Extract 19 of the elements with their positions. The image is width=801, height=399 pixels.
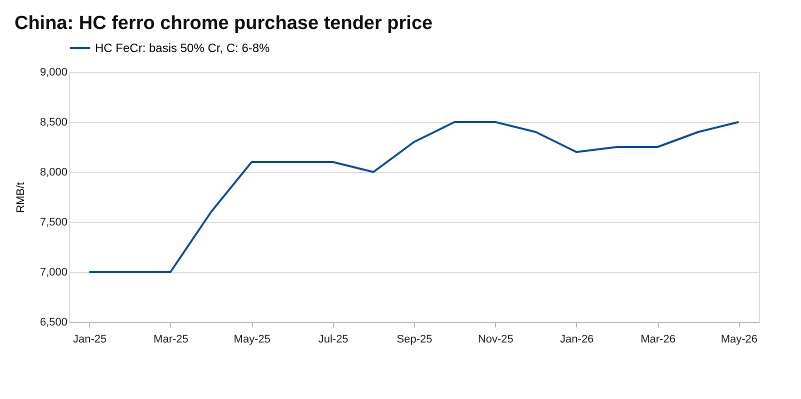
x-tick-label: Nov-25 [478, 334, 514, 346]
chart-title: China: HC ferro chrome purchase tender price [14, 13, 433, 34]
y-tick-label: 8,500 [40, 116, 68, 128]
y-tick-label: 6,500 [40, 316, 68, 328]
x-tick-label: Sep-25 [396, 334, 432, 346]
y-tick-label: 9,000 [40, 66, 68, 78]
y-axis-title: RMB/t [14, 182, 27, 213]
y-tick-label: 7,000 [40, 266, 68, 278]
x-tick-label: Mar-26 [640, 334, 676, 346]
line-series [88, 121, 740, 273]
y-tick-label: 8,000 [40, 166, 68, 178]
x-tick-label: Mar-25 [154, 334, 188, 346]
legend-label: HC FeCr: basis 50% Cr, C: 6-8% [95, 41, 270, 55]
x-tick-label: May-26 [720, 334, 758, 346]
x-tick-label: Jan-26 [560, 334, 594, 346]
x-tick-label: Jul-25 [318, 334, 348, 346]
y-tick-label: 7,500 [40, 216, 68, 228]
x-tick-label: Jan-25 [72, 334, 107, 346]
x-tick-label: May-25 [234, 334, 270, 346]
